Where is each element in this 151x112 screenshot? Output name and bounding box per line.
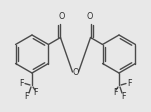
Text: F: F [122,92,126,100]
Text: F: F [127,79,131,87]
Text: F: F [20,79,24,87]
Text: O: O [86,12,93,21]
Text: F: F [113,87,117,97]
Text: O: O [58,12,65,21]
Text: F: F [25,92,29,100]
Text: F: F [34,87,38,97]
Text: O: O [72,68,79,76]
